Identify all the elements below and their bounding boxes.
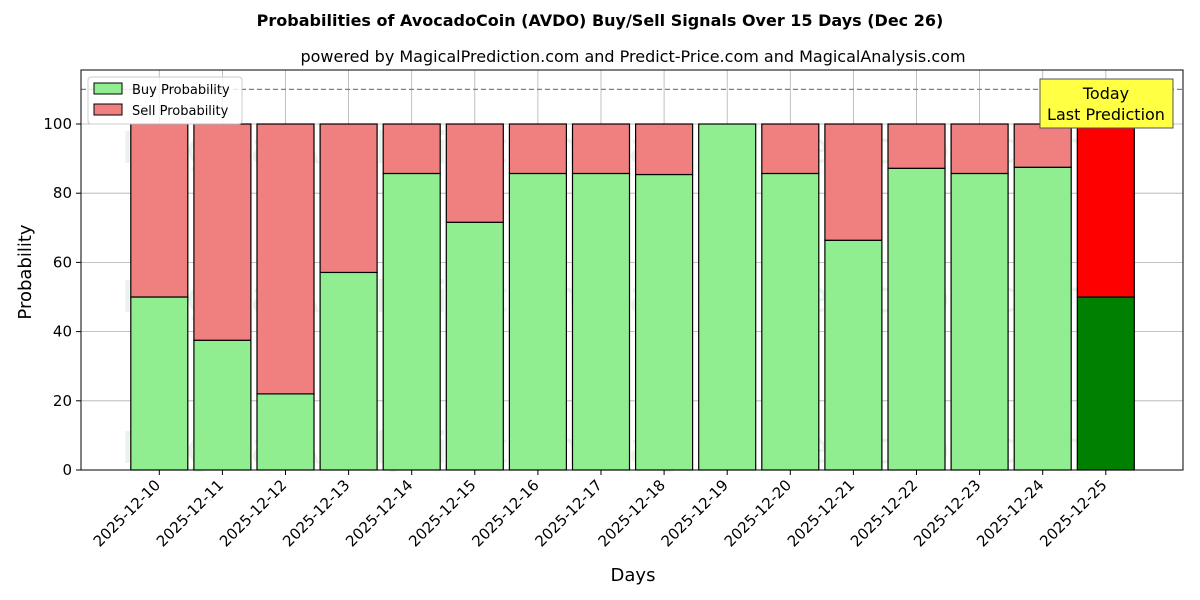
legend-label-sell: Sell Probability <box>132 104 229 119</box>
bar-buy <box>634 173 694 471</box>
today-annotation: Today Last Prediction <box>1039 78 1174 129</box>
bar-sell <box>193 123 252 341</box>
x-tick-label: 2025-12-13 <box>279 476 353 550</box>
bar-sell <box>130 123 189 298</box>
bar-buy <box>1013 166 1072 471</box>
bar-sell <box>824 123 883 241</box>
bar-sell <box>950 123 1009 175</box>
bar-buy <box>887 167 946 471</box>
x-tick-label: 2025-12-24 <box>973 476 1047 550</box>
annotation-box <box>1039 78 1174 129</box>
bar-buy <box>1076 296 1135 471</box>
x-tick-label: 2025-12-10 <box>90 476 164 550</box>
x-tick-label: 2025-12-12 <box>216 476 290 550</box>
legend-swatch-buy <box>93 82 123 95</box>
x-tick-label: 2025-12-16 <box>468 476 542 550</box>
x-tick-label: 2025-12-22 <box>847 476 921 550</box>
bar-sell <box>887 123 946 169</box>
bar-buy <box>256 393 315 471</box>
bar-buy <box>824 239 883 471</box>
bar-sell <box>445 123 504 223</box>
legend-box <box>87 76 243 125</box>
y-axis-ticks: 0 20 40 60 80 100 <box>43 115 81 479</box>
x-tick-label: 2025-12-23 <box>910 476 984 550</box>
bar-sell <box>761 123 820 175</box>
y-tick-label: 40 <box>53 323 72 341</box>
bar-buy <box>950 172 1009 471</box>
bar-sell <box>1076 123 1135 298</box>
legend-swatch-sell <box>93 103 123 116</box>
bar-buy <box>319 271 378 471</box>
bar-buy <box>571 172 631 471</box>
bar-sell <box>1013 123 1072 168</box>
chart-title: Probabilities of AvocadoCoin (AVDO) Buy/… <box>257 11 944 30</box>
bar-buy <box>698 123 757 471</box>
legend: Buy Probability Sell Probability <box>87 76 243 125</box>
x-axis-label: Days <box>611 565 656 586</box>
bar-sell <box>256 123 315 395</box>
plot-frame <box>80 69 1184 471</box>
x-tick-label: 2025-12-21 <box>784 476 858 550</box>
x-tick-label: 2025-12-14 <box>342 476 416 550</box>
y-tick-label: 0 <box>62 461 72 479</box>
x-tick-label: 2025-12-19 <box>658 476 732 550</box>
legend-label-buy: Buy Probability <box>132 83 230 98</box>
bar-sell <box>319 123 378 274</box>
annotation-line2: Last Prediction <box>1047 105 1165 124</box>
bar-buy <box>508 172 567 471</box>
bar-buy <box>382 172 441 471</box>
bar-buy <box>193 339 252 471</box>
y-tick-label: 80 <box>53 184 72 202</box>
bars <box>130 123 1135 471</box>
x-tick-label: 2025-12-18 <box>595 476 669 550</box>
x-tick-label: 2025-12-11 <box>153 476 227 550</box>
bar-sell <box>508 123 567 175</box>
x-tick-label: 2025-12-15 <box>405 476 479 550</box>
bar-sell <box>634 123 694 176</box>
x-tick-label: 2025-12-17 <box>531 476 605 550</box>
bar-sell <box>571 123 631 175</box>
y-tick-label: 60 <box>53 253 72 271</box>
bar-buy <box>130 296 189 471</box>
chart-subtitle: powered by MagicalPrediction.com and Pre… <box>300 47 965 66</box>
y-tick-label: 20 <box>53 392 72 410</box>
bar-buy <box>761 172 820 471</box>
y-axis-label: Probability <box>15 224 36 319</box>
x-tick-label: 2025-12-20 <box>721 476 795 550</box>
y-tick-label: 100 <box>43 115 72 133</box>
x-tick-label: 2025-12-25 <box>1036 476 1110 550</box>
bar-buy <box>445 221 504 471</box>
bar-sell <box>382 123 441 175</box>
annotation-line1: Today <box>1082 84 1129 103</box>
x-axis-ticks: 2025-12-102025-12-112025-12-122025-12-13… <box>90 470 1111 550</box>
